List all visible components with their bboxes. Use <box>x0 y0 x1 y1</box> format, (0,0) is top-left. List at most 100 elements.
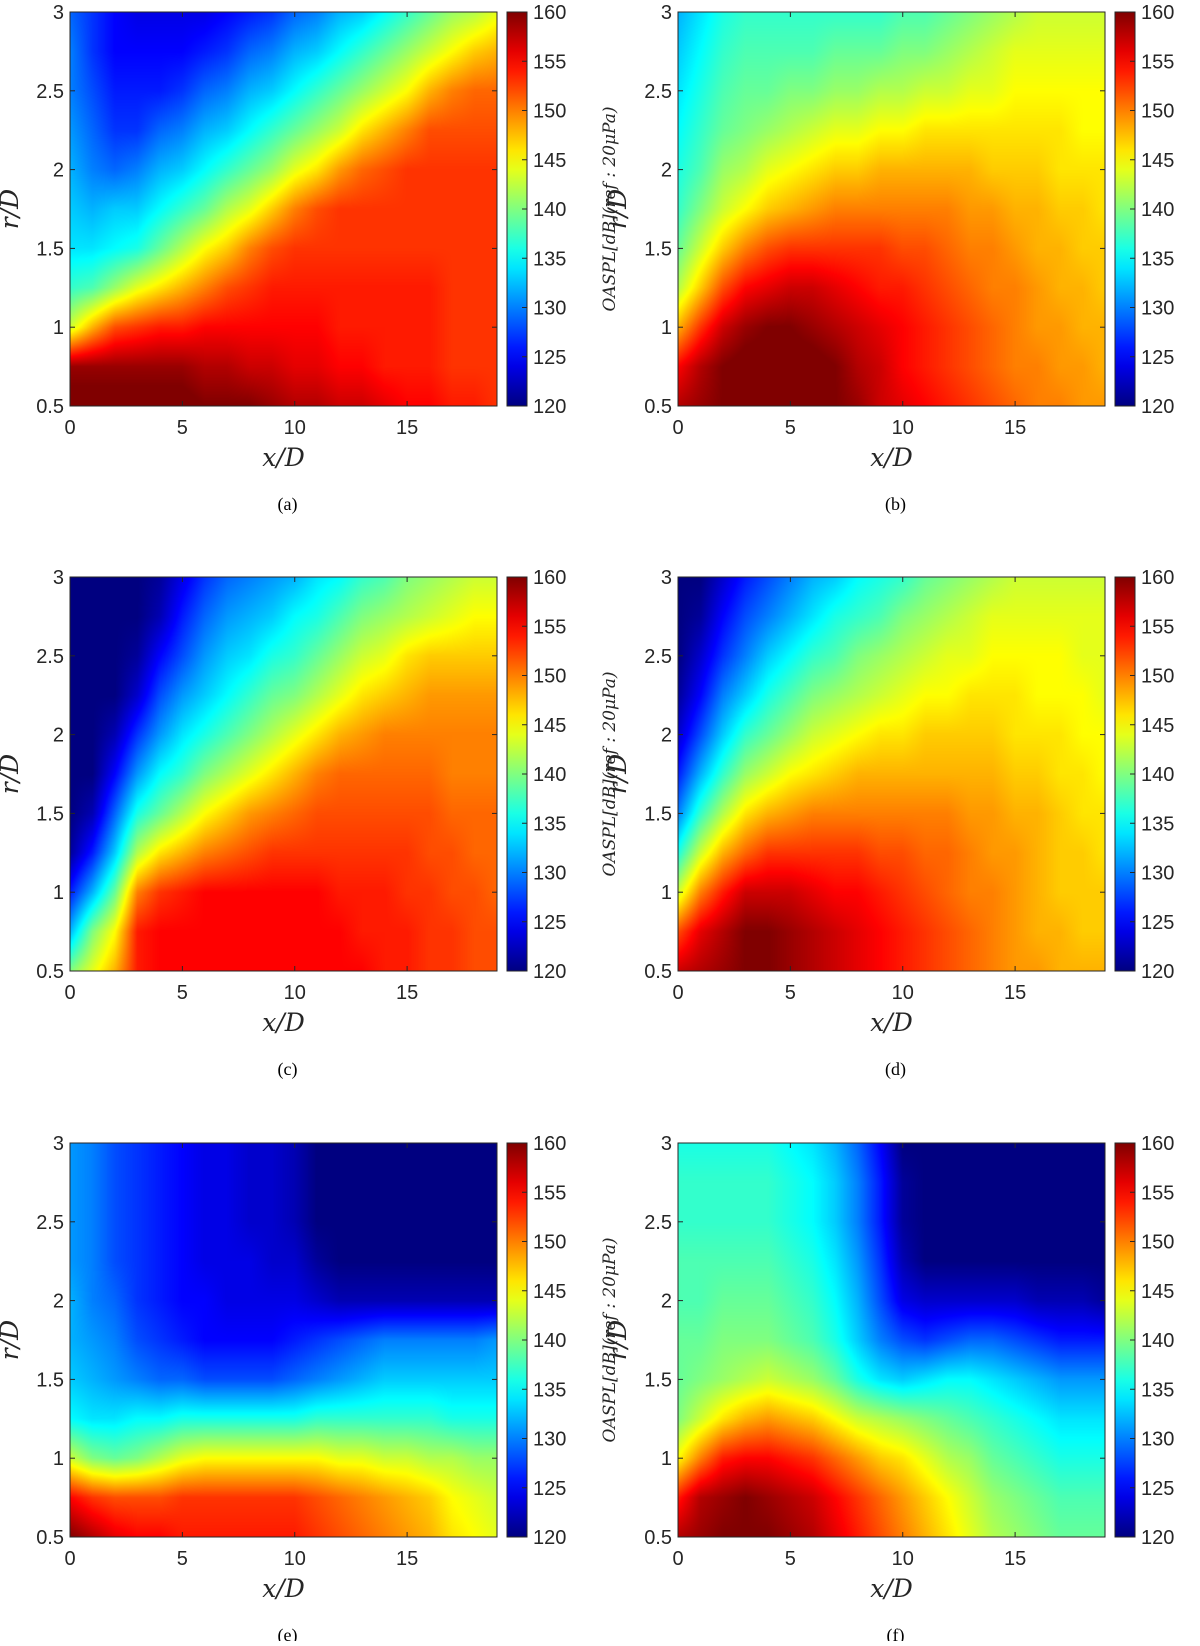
y-tick-label: 2 <box>661 160 672 182</box>
colorbar-tick-label: 135 <box>533 248 566 270</box>
panel-f: 0 5 10 15 0.5 1 1.5 2 2.5 3 x/D r/D 120 125 130 135 140 1… <box>603 1133 1174 1646</box>
y-tick-label: 3 <box>53 2 64 24</box>
colorbar-tick-label: 120 <box>1141 1527 1174 1549</box>
colorbar-label: OASPL[dB](ref : 20μPa) <box>600 107 620 312</box>
y-axis-label: r/D <box>603 754 632 794</box>
y-tick-label: 2 <box>53 1291 64 1313</box>
y-axis-label: r/D <box>603 189 632 229</box>
plot-frame <box>677 1142 1106 1538</box>
y-tick-label: 2.5 <box>36 1212 64 1234</box>
panel-d: 0 5 10 15 0.5 1 1.5 2 2.5 3 x/D r/D 120 125 130 135 140 1… <box>603 567 1174 1080</box>
x-tick-label: 0 <box>672 1548 683 1570</box>
panel-b: 0 5 10 15 0.5 1 1.5 2 2.5 3 x/D r/D 120 125 130 135 140 1… <box>603 2 1174 515</box>
plot-frame <box>69 1142 498 1538</box>
x-axis-label: x/D <box>262 1008 305 1037</box>
y-tick-label: 0.5 <box>36 396 64 418</box>
y-axis-label: r/D <box>0 189 24 229</box>
plot-frame <box>677 576 1106 972</box>
colorbar-tick-label: 120 <box>533 396 566 418</box>
colorbar-tick-label: 160 <box>1141 1133 1174 1155</box>
y-tick-label: 3 <box>53 1133 64 1155</box>
panel-a: 0 5 10 15 0.5 1 1.5 2 2.5 3 x/D r/D 120 125 130 135 140 1… <box>0 2 620 515</box>
colorbar-tick-label: 160 <box>533 567 566 589</box>
y-tick-label: 2.5 <box>36 81 64 103</box>
x-tick-label: 5 <box>785 417 796 439</box>
plot-frame <box>69 576 498 972</box>
colorbar-tick-label: 145 <box>1141 715 1174 737</box>
y-tick-label: 2 <box>661 725 672 747</box>
x-tick-label: 5 <box>177 982 188 1004</box>
colorbar-tick-label: 130 <box>533 1429 566 1451</box>
y-tick-label: 1 <box>53 1448 64 1470</box>
x-tick-label: 10 <box>284 417 306 439</box>
heatmap-image <box>678 1143 1105 1537</box>
colorbar-tick-label: 140 <box>533 764 566 786</box>
x-tick-label: 5 <box>177 1548 188 1570</box>
panel-caption: (d) <box>885 1059 906 1080</box>
colorbar-tick-label: 125 <box>533 1478 566 1500</box>
colorbar-tick-label: 145 <box>1141 150 1174 172</box>
x-tick-label: 5 <box>785 1548 796 1570</box>
colorbar-tick-label: 155 <box>533 51 566 73</box>
colorbar-tick-label: 125 <box>1141 1478 1174 1500</box>
x-tick-label: 10 <box>892 1548 914 1570</box>
panel-caption: (e) <box>278 1625 298 1641</box>
x-tick-label: 5 <box>785 982 796 1004</box>
x-axis-label: x/D <box>262 443 305 472</box>
x-tick-label: 0 <box>64 1548 75 1570</box>
colorbar-tick-label: 145 <box>533 715 566 737</box>
colorbar-tick-label: 140 <box>1141 1330 1174 1352</box>
panel-caption: (b) <box>885 494 906 515</box>
colorbar-tick-label: 150 <box>1141 101 1174 123</box>
colorbar-tick-label: 130 <box>533 863 566 885</box>
y-tick-label: 0.5 <box>36 1527 64 1549</box>
colorbar-tick-label: 150 <box>1141 1232 1174 1254</box>
y-tick-label: 2.5 <box>644 81 672 103</box>
x-tick-label: 0 <box>64 417 75 439</box>
colorbar-tick-label: 140 <box>533 1330 566 1352</box>
colorbar-tick-label: 140 <box>1141 199 1174 221</box>
colorbar-label: OASPL[dB](ref : 20μPa) <box>600 672 620 877</box>
y-tick-label: 2 <box>53 160 64 182</box>
x-tick-label: 15 <box>396 1548 418 1570</box>
y-tick-label: 3 <box>53 567 64 589</box>
colorbar-tick-label: 125 <box>1141 347 1174 369</box>
colorbar-tick-label: 160 <box>1141 567 1174 589</box>
y-tick-label: 1.5 <box>644 1369 672 1391</box>
colorbar-tick-label: 155 <box>533 616 566 638</box>
colorbar-tick-label: 130 <box>1141 1429 1174 1451</box>
y-tick-label: 1.5 <box>644 238 672 260</box>
x-tick-label: 15 <box>396 417 418 439</box>
y-tick-label: 2 <box>53 725 64 747</box>
colorbar-tick-label: 150 <box>533 666 566 688</box>
colorbar-tick-label: 120 <box>533 1527 566 1549</box>
x-tick-label: 10 <box>284 1548 306 1570</box>
x-tick-label: 5 <box>177 417 188 439</box>
colorbar-tick-label: 145 <box>1141 1281 1174 1303</box>
colorbar-tick-label: 155 <box>1141 616 1174 638</box>
y-tick-label: 1 <box>53 317 64 339</box>
x-axis-label: x/D <box>870 1008 913 1037</box>
y-tick-label: 2.5 <box>36 646 64 668</box>
y-tick-label: 1 <box>661 1448 672 1470</box>
colorbar-tick-label: 140 <box>533 199 566 221</box>
colorbar-tick-label: 160 <box>533 1133 566 1155</box>
y-tick-label: 1.5 <box>36 803 64 825</box>
x-tick-label: 15 <box>1004 982 1026 1004</box>
y-tick-label: 3 <box>661 567 672 589</box>
colorbar-tick-label: 130 <box>1141 298 1174 320</box>
colorbar-tick-label: 130 <box>1141 863 1174 885</box>
y-tick-label: 1.5 <box>36 238 64 260</box>
colorbar-tick-label: 150 <box>533 101 566 123</box>
x-tick-label: 15 <box>396 982 418 1004</box>
x-tick-label: 15 <box>1004 417 1026 439</box>
y-tick-label: 1 <box>53 882 64 904</box>
colorbar-tick-label: 155 <box>1141 51 1174 73</box>
y-tick-label: 3 <box>661 1133 672 1155</box>
colorbar-tick-label: 125 <box>1141 912 1174 934</box>
panel-caption: (c) <box>278 1059 298 1080</box>
x-axis-label: x/D <box>870 1574 913 1603</box>
heatmap-image <box>70 577 497 971</box>
heatmap-image <box>678 577 1105 971</box>
colorbar-tick-label: 135 <box>1141 813 1174 835</box>
